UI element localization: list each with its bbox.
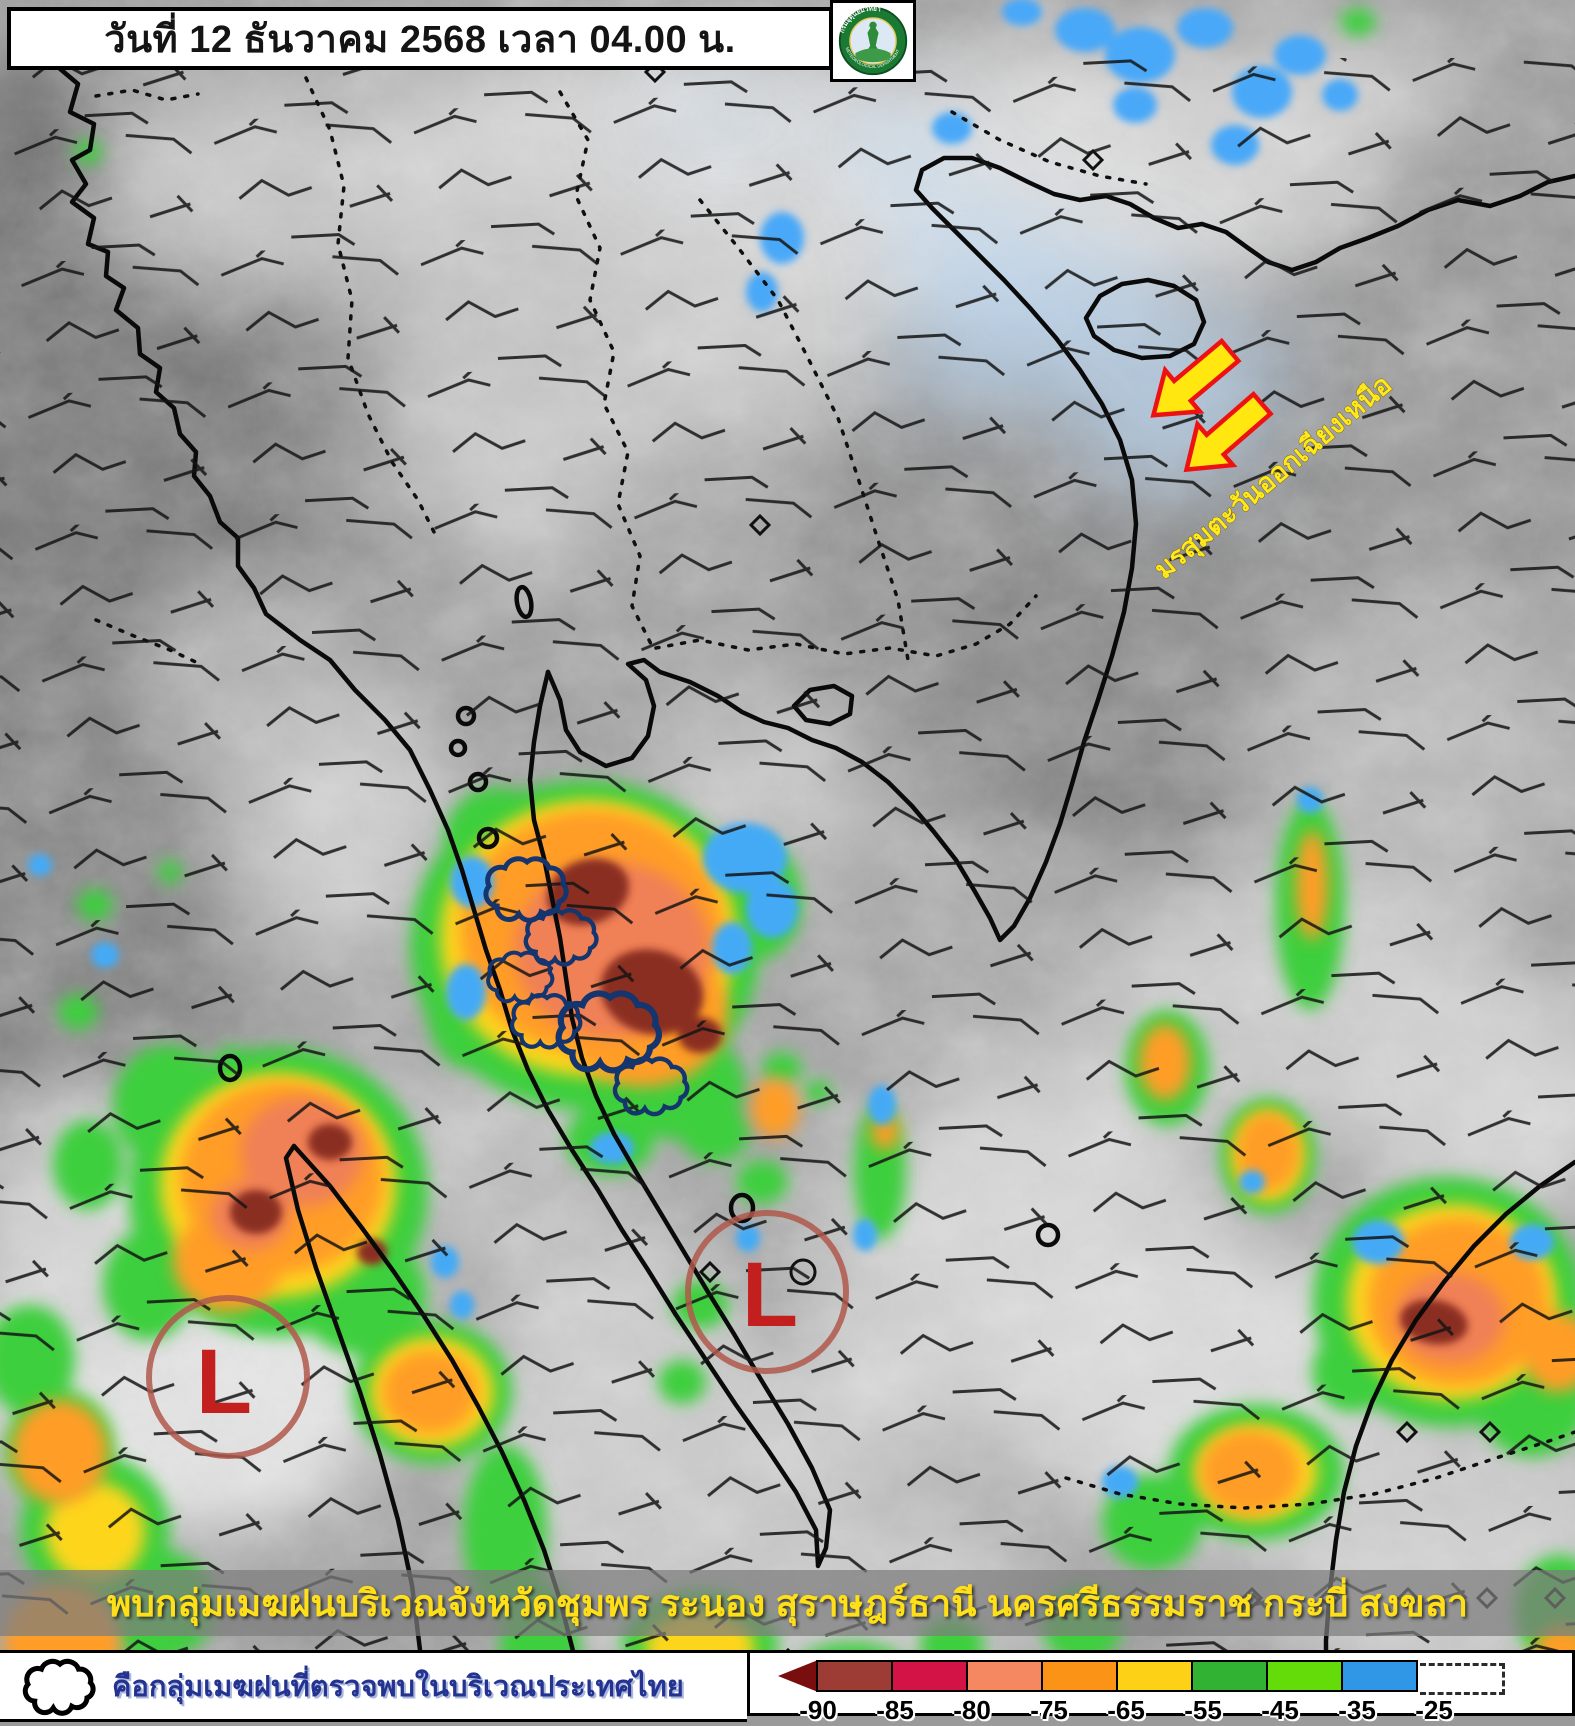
legend-scale-labels: -90 -85 -80 -75 -65 -55 -45 -35 -25 [750,1695,1572,1725]
scale-label: -80 [953,1695,991,1725]
legend-cloud-note: คือกลุ่มเมฆฝนที่ตรวจพบในบริเวณประเทศไทย [0,1650,747,1722]
date-banner-text: วันที่ 12 ธันวาคม 2568 เวลา 04.00 น. [104,19,736,61]
scale-cell [1041,1660,1118,1692]
low-circle [685,1210,849,1374]
scale-label: -45 [1261,1695,1299,1725]
wind-barbs [0,58,1575,1654]
scale-continuation [1420,1663,1505,1695]
legend-scale-bar [778,1660,1505,1695]
alert-banner: พบกลุ่มเมฆฝนบริเวณจังหวัดชุมพร ระนอง สุร… [0,1570,1575,1636]
scale-cell [1116,1660,1193,1692]
scale-label: -65 [1107,1695,1145,1725]
low-pressure-mark-1: L [146,1295,310,1459]
agency-logo-box: กรมอุตุนิยมวิทยา METEOROLOGICAL DEPARTME… [830,0,916,82]
scale-label: -35 [1338,1695,1376,1725]
scale-label: -75 [1030,1695,1068,1725]
scale-cell [816,1660,893,1692]
legend-note-text: คือกลุ่มเมฆฝนที่ตรวจพบในบริเวณประเทศไทย [112,1671,684,1703]
scale-cells [816,1660,1418,1692]
alert-banner-text: พบกลุ่มเมฆฝนบริเวณจังหวัดชุมพร ระนอง สุร… [106,1582,1469,1624]
scale-label: -85 [876,1695,914,1725]
low-circle [146,1295,310,1459]
scale-label: -25 [1415,1695,1453,1725]
legend-temperature-scale: -90 -85 -80 -75 -65 -55 -45 -35 -25 [747,1650,1575,1725]
low-letter: L [742,1244,798,1346]
cloud-legend-icon [22,1658,96,1716]
scale-label: -55 [1184,1695,1222,1725]
scale-label: -90 [799,1695,837,1725]
scale-cell [1266,1660,1343,1692]
scale-cell [1341,1660,1418,1692]
date-banner: วันที่ 12 ธันวาคม 2568 เวลา 04.00 น. [7,7,833,70]
scale-cell [1191,1660,1268,1692]
scale-cell [891,1660,968,1692]
scale-cell [966,1660,1043,1692]
low-letter: L [196,1331,252,1433]
scale-arrow-icon [778,1660,818,1692]
low-pressure-mark-2: L [685,1210,849,1374]
meteorological-department-logo-icon: กรมอุตุนิยมวิทยา METEOROLOGICAL DEPARTME… [839,5,908,76]
